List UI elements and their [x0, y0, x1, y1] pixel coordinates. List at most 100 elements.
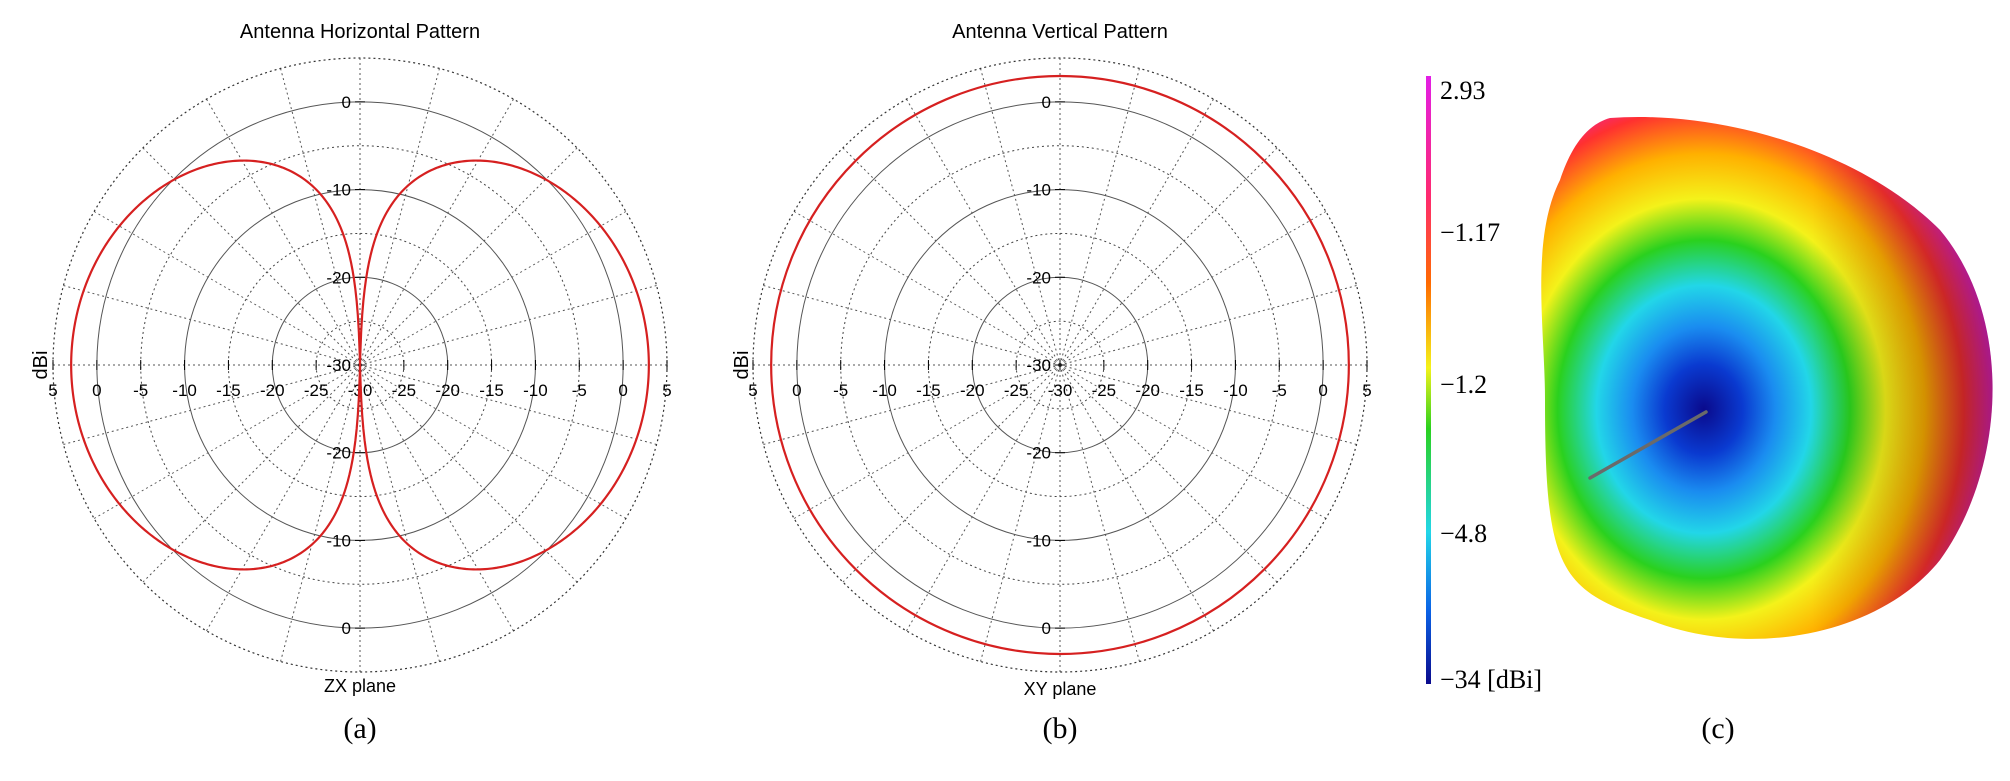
- radial-tick-label: -20: [435, 381, 460, 400]
- polar-spoke: [842, 147, 1061, 366]
- polar-spoke: [906, 98, 1061, 366]
- plane-label: ZX plane: [324, 676, 396, 696]
- polar-spoke: [359, 364, 514, 632]
- polar-spoke: [359, 147, 578, 366]
- polar-spoke: [1059, 147, 1278, 366]
- pattern-series: [770, 74, 1350, 656]
- polar-spoke: [1059, 211, 1327, 366]
- plane-label: XY plane: [1024, 679, 1097, 699]
- radial-tick-label: -15: [1179, 381, 1204, 400]
- polar-spoke: [763, 364, 1061, 445]
- radial-tick-label: 5: [748, 381, 757, 400]
- radial-tick-label: 5: [662, 381, 671, 400]
- radial-tick-label: -10: [872, 381, 897, 400]
- radial-tick-label: 5: [1362, 381, 1371, 400]
- pattern-series: [70, 159, 650, 571]
- polar-spoke: [980, 364, 1061, 662]
- vertical-tick-label: -10: [1026, 181, 1051, 200]
- radial-tick-label: -10: [172, 381, 197, 400]
- vertical-tick-label: 0: [342, 93, 351, 112]
- polar-spoke: [359, 211, 627, 366]
- chart-title: Antenna Vertical Pattern: [952, 21, 1168, 43]
- radial-tick-label: 5: [48, 381, 57, 400]
- radial-tick-label: -5: [833, 381, 848, 400]
- radial-tick-label: -20: [1135, 381, 1160, 400]
- polar-spoke: [1059, 68, 1140, 366]
- vertical-tick-label: -20: [326, 268, 351, 287]
- polar-spoke: [1059, 364, 1140, 662]
- vertical-tick-label: 0: [1042, 619, 1051, 638]
- polar-spoke: [359, 364, 657, 445]
- radial-tick-label: -5: [133, 381, 148, 400]
- polar-spoke: [359, 285, 657, 366]
- radiation-lobe: [1541, 116, 1993, 639]
- polar-spoke: [359, 364, 578, 583]
- radial-tick-label: -25: [304, 381, 329, 400]
- colorbar-ticks: 2.93 −1.17 −1.2 −4.8 −34 [dBi]: [1440, 76, 1542, 694]
- polar-spoke: [1059, 364, 1327, 519]
- radial-tick-label: -15: [216, 381, 241, 400]
- polar-spoke: [206, 364, 361, 632]
- chart-title: Antenna Horizontal Pattern: [240, 21, 480, 43]
- radial-tick-label: 0: [792, 381, 801, 400]
- polar-spoke: [793, 211, 1061, 366]
- radial-tick-label: 0: [618, 381, 627, 400]
- antenna-element: [1588, 410, 1708, 480]
- radial-tick-label: -20: [260, 381, 285, 400]
- vertical-tick-label: -20: [1026, 444, 1051, 463]
- polar-spoke: [1059, 285, 1357, 366]
- colorbar-tick-label: −34 [dBi]: [1440, 665, 1542, 694]
- colorbar: [1426, 76, 1431, 684]
- polar-spoke: [63, 364, 361, 445]
- colorbar-tick-label: −1.17: [1440, 218, 1500, 247]
- radial-axis-label: dBi: [731, 351, 753, 380]
- vertical-tick-label: -30: [326, 356, 351, 375]
- panel-caption: (a): [343, 712, 376, 745]
- vertical-tick-label: -20: [326, 444, 351, 463]
- polar-spoke: [980, 68, 1061, 366]
- panel-caption: (b): [1043, 712, 1078, 745]
- radial-tick-label: -25: [392, 381, 417, 400]
- polar-spoke: [93, 211, 361, 366]
- polar-spoke: [280, 364, 361, 662]
- vertical-tick-label: -20: [1026, 268, 1051, 287]
- polar-spoke: [206, 98, 361, 366]
- vertical-tick-label: 0: [1042, 93, 1051, 112]
- polar-spoke: [763, 285, 1061, 366]
- polar-spoke: [142, 364, 361, 583]
- radial-tick-label: -10: [1223, 381, 1248, 400]
- tick-labels: -30 -25 -25 -20 -20 -15 -15 -10 -10 -5 -5 0 0 5 5 0 0 -10…: [748, 93, 1371, 638]
- radial-tick-label: -25: [1004, 381, 1029, 400]
- radial-tick-label: -30: [1048, 381, 1073, 400]
- polar-spoke: [359, 364, 440, 662]
- polar-spoke: [906, 364, 1061, 632]
- vertical-tick-label: -30: [1026, 356, 1051, 375]
- radial-axis-label: dBi: [30, 351, 52, 380]
- vertical-tick-label: -10: [1026, 531, 1051, 550]
- vertical-tick-label: -10: [326, 531, 351, 550]
- polar-spoke: [93, 364, 361, 519]
- polar-spoke: [1059, 364, 1278, 583]
- lobe-shading: [1541, 116, 1993, 639]
- radial-tick-label: 0: [1318, 381, 1327, 400]
- polar-spoke: [1059, 98, 1214, 366]
- radial-tick-label: -25: [1092, 381, 1117, 400]
- horizontal-pattern-panel: Antenna Horizontal Pattern -30-25 -25-20-…: [30, 21, 672, 745]
- radial-tick-label: 0: [92, 381, 101, 400]
- polar-spoke: [280, 68, 361, 366]
- polar-spoke: [842, 364, 1061, 583]
- vertical-tick-label: -10: [326, 181, 351, 200]
- polar-spoke: [793, 364, 1061, 519]
- polar-spoke: [142, 147, 361, 366]
- polar-spoke: [63, 285, 361, 366]
- radial-tick-label: -5: [572, 381, 587, 400]
- polar-spoke: [1059, 364, 1214, 632]
- radial-tick-label: -10: [523, 381, 548, 400]
- 3d-pattern-panel: 2.93 −1.17 −1.2 −4.8 −34 [dBi] (c): [1426, 76, 1993, 745]
- vertical-pattern-panel: Antenna Vertical Pattern -30 -25 -25 -20 -20…: [731, 21, 1372, 745]
- polar-spoke: [359, 364, 627, 519]
- polar-spoke: [359, 98, 514, 366]
- radial-tick-label: -15: [916, 381, 941, 400]
- colorbar-tick-label: −1.2: [1440, 370, 1487, 399]
